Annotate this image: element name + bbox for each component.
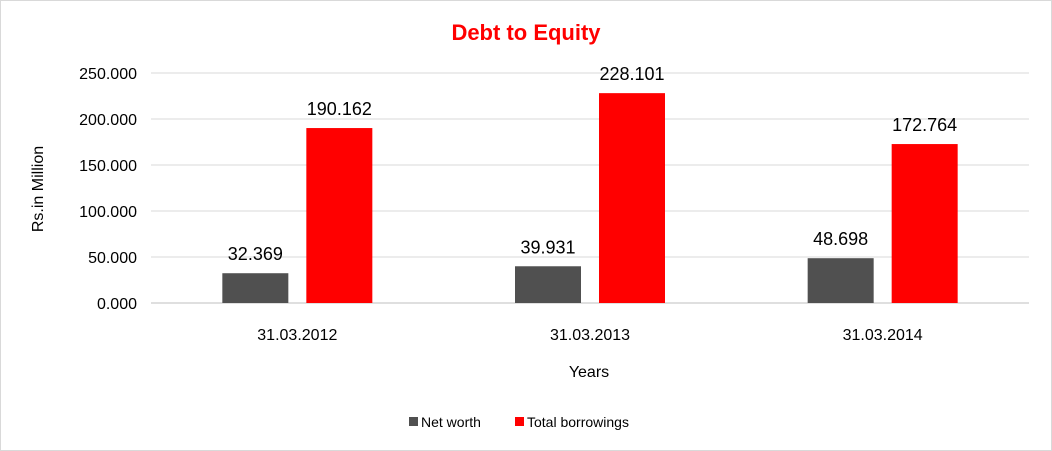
bar-net-worth	[807, 258, 874, 303]
legend-label: Net worth	[421, 414, 481, 430]
legend-swatch	[515, 417, 524, 426]
data-label: 228.101	[599, 64, 664, 84]
y-tick-label: 0.000	[97, 296, 137, 313]
data-label: 190.162	[307, 99, 372, 119]
y-axis-title: Rs.in Million	[30, 146, 47, 232]
legend: Net worth Total borrowings	[409, 414, 629, 430]
legend-swatch	[409, 417, 418, 426]
gridlines	[151, 72, 1029, 304]
bar-total-borrowings	[306, 128, 373, 303]
y-tick-label: 50.000	[88, 250, 137, 267]
y-tick-label: 250.000	[79, 66, 137, 83]
data-label: 172.764	[892, 115, 957, 135]
y-tick-label: 150.000	[79, 158, 137, 175]
y-tick-label: 100.000	[79, 204, 137, 221]
data-label: 39.931	[520, 237, 575, 257]
y-tick-label: 200.000	[79, 112, 137, 129]
x-axis-ticks: 31.03.2012 31.03.2013 31.03.2014	[257, 327, 923, 344]
x-tick-label: 31.03.2014	[843, 327, 923, 344]
bar-total-borrowings	[891, 144, 958, 303]
data-label: 32.369	[228, 244, 283, 264]
bar-net-worth	[222, 273, 289, 303]
bar-total-borrowings	[599, 93, 665, 303]
x-axis-title: Years	[569, 364, 609, 381]
x-tick-label: 31.03.2012	[257, 327, 337, 344]
data-labels: 32.369 190.162 39.931 228.101 48.698 172.764	[228, 64, 957, 264]
data-label: 48.698	[813, 229, 868, 249]
bars	[222, 93, 958, 303]
legend-label: Total borrowings	[527, 414, 629, 430]
chart-title: Debt to Equity	[451, 20, 601, 45]
x-tick-label: 31.03.2013	[550, 327, 630, 344]
y-axis-ticks: 0.000 50.000 100.000 150.000 200.000 250.000	[79, 66, 137, 313]
bar-net-worth	[515, 266, 581, 303]
